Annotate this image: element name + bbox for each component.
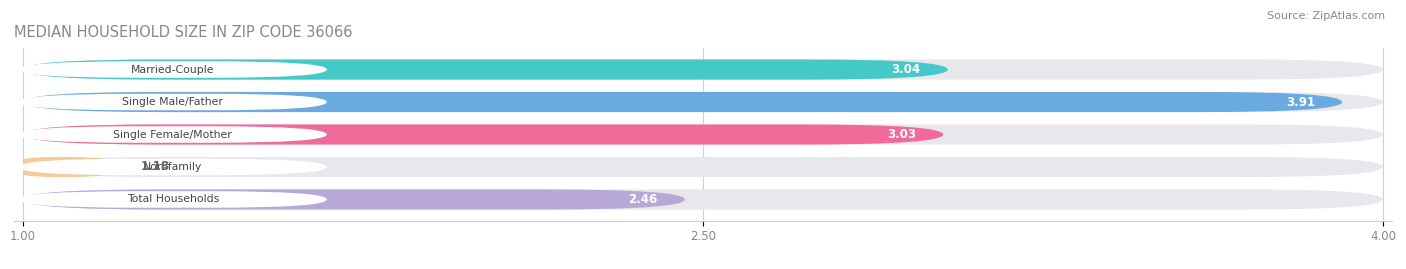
Text: 1.18: 1.18 [141, 161, 170, 174]
FancyBboxPatch shape [18, 191, 326, 208]
Text: Non-family: Non-family [143, 162, 202, 172]
FancyBboxPatch shape [18, 159, 326, 175]
Text: Source: ZipAtlas.com: Source: ZipAtlas.com [1267, 11, 1385, 21]
Text: MEDIAN HOUSEHOLD SIZE IN ZIP CODE 36066: MEDIAN HOUSEHOLD SIZE IN ZIP CODE 36066 [14, 25, 353, 40]
FancyBboxPatch shape [22, 92, 1343, 112]
FancyBboxPatch shape [22, 157, 104, 177]
FancyBboxPatch shape [18, 61, 326, 78]
FancyBboxPatch shape [18, 126, 326, 143]
Text: Married-Couple: Married-Couple [131, 65, 215, 75]
FancyBboxPatch shape [22, 59, 948, 80]
FancyBboxPatch shape [22, 189, 685, 210]
FancyBboxPatch shape [22, 125, 943, 144]
FancyBboxPatch shape [22, 157, 1384, 177]
Text: Total Households: Total Households [127, 194, 219, 204]
FancyBboxPatch shape [18, 94, 326, 110]
Text: 3.04: 3.04 [891, 63, 921, 76]
Text: 2.46: 2.46 [628, 193, 658, 206]
FancyBboxPatch shape [22, 125, 1384, 144]
Text: Single Male/Father: Single Male/Father [122, 97, 224, 107]
FancyBboxPatch shape [22, 189, 1384, 210]
Text: 3.91: 3.91 [1285, 95, 1315, 108]
Text: Single Female/Mother: Single Female/Mother [114, 129, 232, 140]
FancyBboxPatch shape [22, 59, 1384, 80]
FancyBboxPatch shape [22, 92, 1384, 112]
Text: 3.03: 3.03 [887, 128, 917, 141]
